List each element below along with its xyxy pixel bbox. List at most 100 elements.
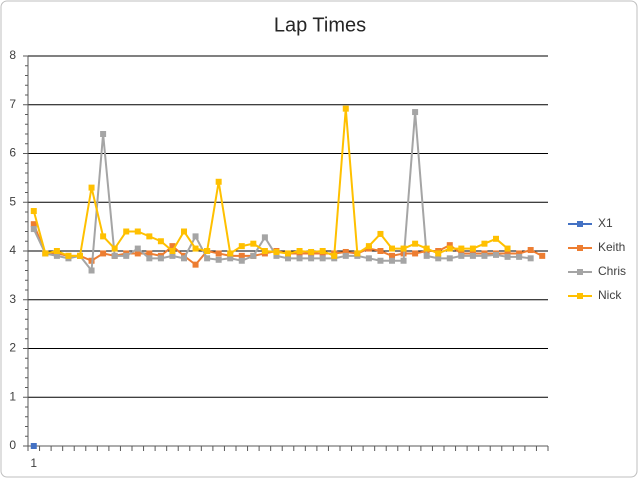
point-marker (192, 233, 199, 240)
point-marker (400, 245, 407, 252)
legend-label: Nick (598, 288, 622, 302)
point-marker (342, 105, 349, 112)
point-marker (53, 252, 60, 259)
point-marker (285, 250, 291, 257)
point-marker (504, 253, 511, 260)
legend-label: Keith (598, 240, 625, 254)
y-tick-label: 1 (9, 389, 16, 403)
y-tick-label: 4 (9, 243, 16, 257)
point-marker (458, 252, 465, 259)
point-marker (400, 257, 407, 264)
point-marker (377, 257, 384, 264)
point-marker (88, 184, 95, 191)
point-marker (389, 252, 395, 259)
point-marker (261, 248, 268, 254)
legend-marker (577, 221, 583, 227)
point-marker (493, 251, 499, 258)
point-marker (504, 250, 511, 257)
point-marker (446, 245, 453, 252)
point-marker (250, 240, 257, 247)
y-tick-label: 8 (9, 48, 16, 62)
point-marker (273, 248, 280, 255)
point-marker (100, 233, 107, 240)
point-marker (342, 248, 349, 255)
point-marker (435, 250, 442, 257)
point-marker (169, 252, 176, 259)
point-marker (469, 245, 476, 252)
point-marker (458, 245, 465, 252)
point-marker (65, 252, 72, 259)
legend-marker (577, 269, 583, 275)
point-marker (285, 255, 291, 262)
point-marker (261, 234, 268, 241)
point-marker (527, 255, 534, 262)
y-tick-label: 5 (9, 194, 16, 208)
point-marker (169, 248, 176, 254)
point-marker (204, 255, 211, 262)
point-marker (227, 255, 234, 262)
point-marker (227, 250, 234, 257)
point-marker (100, 131, 107, 137)
point-marker (365, 255, 372, 262)
point-marker (308, 255, 315, 262)
point-marker (389, 245, 395, 252)
point-marker (181, 228, 187, 235)
point-marker (215, 178, 222, 185)
point-marker (331, 252, 338, 259)
point-marker (169, 243, 176, 250)
legend-marker (577, 245, 583, 251)
y-tick-label: 7 (9, 97, 16, 111)
point-marker (238, 252, 245, 259)
point-marker (412, 240, 419, 247)
point-marker (493, 235, 499, 242)
point-marker (319, 255, 326, 262)
point-marker (53, 248, 60, 254)
point-marker (469, 252, 476, 259)
point-marker (157, 255, 164, 262)
point-marker (215, 256, 222, 263)
point-marker (238, 243, 245, 250)
point-marker (319, 248, 326, 254)
point-marker (423, 245, 430, 252)
point-marker (296, 248, 303, 254)
point-marker (123, 228, 130, 235)
point-marker (192, 261, 199, 268)
chart-title: Lap Times (274, 14, 366, 36)
y-tick-label: 3 (9, 292, 16, 306)
point-marker (539, 252, 546, 259)
point-marker (238, 257, 245, 264)
point-marker (42, 250, 49, 257)
point-marker (435, 255, 442, 262)
point-marker (354, 250, 361, 257)
point-marker (377, 248, 384, 254)
point-marker (481, 240, 488, 247)
y-tick-label: 6 (9, 146, 16, 160)
legend-marker (577, 293, 583, 299)
point-marker (30, 208, 37, 215)
point-marker (30, 443, 37, 449)
point-marker (446, 255, 453, 262)
legend-label: X1 (598, 216, 613, 230)
x-tick-label: 1 (30, 456, 37, 470)
point-marker (215, 250, 222, 257)
point-marker (365, 243, 372, 250)
point-marker (100, 250, 107, 257)
point-marker (134, 245, 141, 252)
point-marker (146, 250, 153, 257)
point-marker (181, 255, 187, 262)
point-marker (30, 221, 37, 228)
point-marker (412, 109, 419, 116)
point-marker (77, 252, 83, 259)
point-marker (446, 242, 453, 249)
point-marker (342, 252, 349, 259)
point-marker (123, 252, 130, 259)
point-marker (377, 230, 384, 237)
point-marker (192, 245, 199, 252)
point-marker (111, 245, 118, 252)
point-marker (481, 252, 488, 259)
point-marker (296, 255, 303, 262)
point-marker (111, 252, 118, 259)
y-tick-label: 0 (9, 438, 16, 452)
